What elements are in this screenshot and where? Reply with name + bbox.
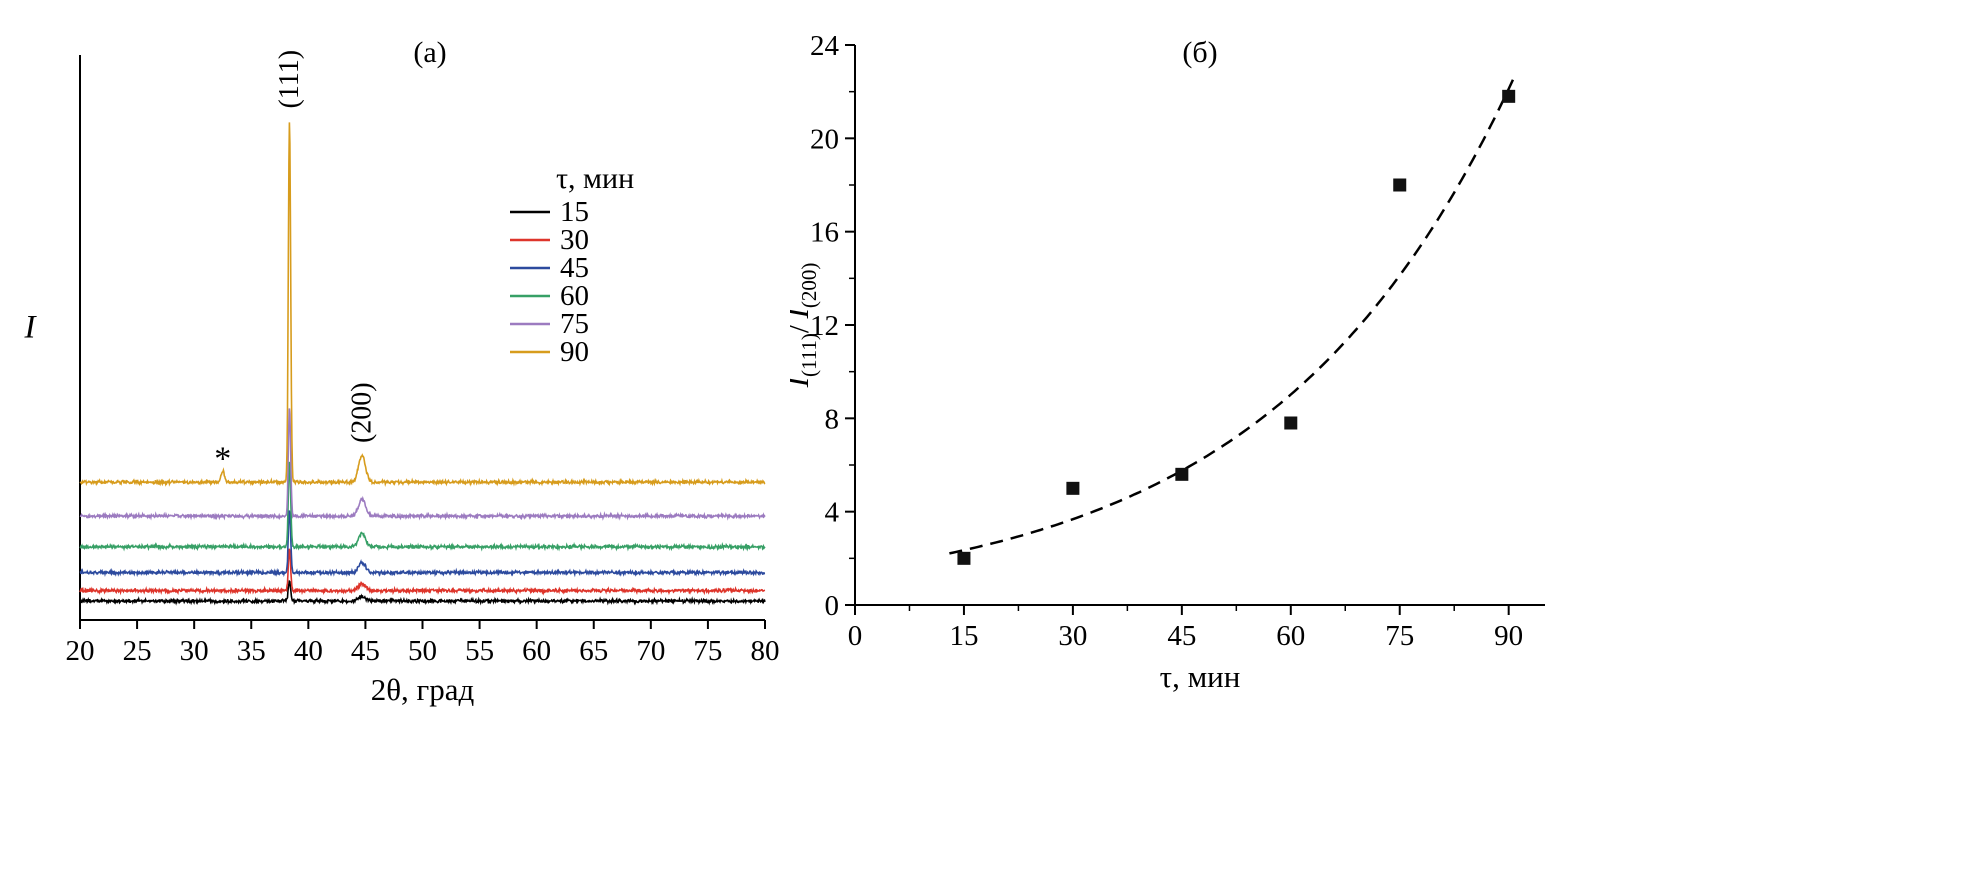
legend-entry-30: 30 (560, 224, 589, 256)
legend-entry-90: 90 (560, 336, 589, 368)
peak-label-111: (111) (274, 50, 305, 109)
data-point-tau-75 (1393, 178, 1407, 192)
x-tick-label-b: 60 (1276, 620, 1305, 652)
x-tick-label-a: 65 (579, 635, 608, 667)
legend-entry-60: 60 (560, 280, 589, 312)
y-tick-label-b: 8 (825, 403, 840, 435)
xrd-trace-30 (79, 548, 766, 596)
xrd-trace-60 (79, 461, 766, 552)
x-tick-label-b: 90 (1494, 620, 1523, 652)
panel-b-intensity-ratio: 0 4 8 12 16 20 24 0 15 30 45 60 75 90 τ, мин (б) I(111)/… (790, 30, 1545, 694)
y-axis-label-b: I(111)/I(200) (790, 263, 821, 389)
x-tick-label-a: 60 (522, 635, 551, 667)
x-tick-label-a: 45 (351, 635, 380, 667)
x-tick-label-a: 70 (636, 635, 665, 667)
xrd-trace-75 (79, 408, 766, 521)
legend-title-a: τ, мин (556, 162, 634, 195)
x-tick-label-b: 75 (1385, 620, 1414, 652)
peak-label-200: (200) (346, 382, 377, 443)
y-tick-label-b: 12 (810, 310, 839, 342)
x-tick-label-a: 40 (294, 635, 323, 667)
x-tick-label-b: 0 (848, 620, 863, 652)
y-axis-label-a: I (24, 310, 38, 346)
legend-entry-15: 15 (560, 196, 589, 228)
x-tick-label-a: 25 (123, 635, 152, 667)
xrd-trace-15 (79, 579, 766, 606)
x-tick-label-b: 15 (949, 620, 978, 652)
x-axis-label-a: 2θ, град (371, 672, 475, 707)
x-tick-label-a: 30 (180, 635, 209, 667)
legend-entry-75: 75 (560, 308, 589, 340)
xrd-trace-90 (79, 122, 766, 488)
data-point-tau-60 (1284, 416, 1298, 430)
x-tick-label-a: 75 (693, 635, 722, 667)
y-tick-label-b: 0 (825, 590, 840, 622)
panel-label-a: (а) (413, 36, 446, 69)
y-tick-label-b: 20 (810, 123, 839, 155)
fit-curve (949, 72, 1518, 555)
data-point-tau-90 (1502, 89, 1516, 103)
x-tick-label-b: 45 (1167, 620, 1196, 652)
y-tick-label-b: 24 (810, 30, 840, 62)
data-point-tau-15 (957, 551, 971, 565)
legend-entry-45: 45 (560, 252, 589, 284)
xrd-trace-45 (79, 510, 766, 578)
x-tick-label-a: 35 (237, 635, 266, 667)
y-tick-label-b: 16 (810, 217, 839, 249)
x-tick-label-a: 55 (465, 635, 494, 667)
x-tick-label-a: 80 (751, 635, 780, 667)
impurity-asterisk: * (214, 440, 231, 477)
data-point-tau-30 (1066, 481, 1080, 495)
x-tick-label-a: 50 (408, 635, 437, 667)
panel-label-b: (б) (1182, 36, 1217, 69)
panel-a-xrd-patterns: 20 25 30 35 40 45 50 55 60 65 70 75 80 2θ, град I (а) (1… (24, 36, 780, 707)
x-axis-label-b: τ, мин (1160, 659, 1241, 694)
x-tick-label-b: 30 (1058, 620, 1087, 652)
data-point-tau-45 (1175, 467, 1189, 481)
y-tick-label-b: 4 (825, 497, 840, 529)
x-tick-label-a: 20 (66, 635, 95, 667)
